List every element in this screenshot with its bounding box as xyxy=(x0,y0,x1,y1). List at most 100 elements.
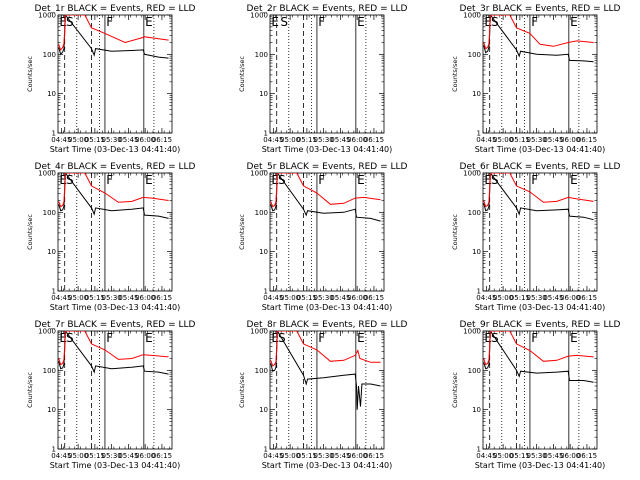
panel-title: Det_5r BLACK = Events, RED = LLD xyxy=(247,162,408,172)
plot-frame xyxy=(482,172,598,292)
x-tick-label: 06:00 xyxy=(560,452,580,460)
panel-title: Det_4r BLACK = Events, RED = LLD xyxy=(35,162,196,172)
x-tick-label: 05:15 xyxy=(85,294,105,302)
panel-7: Det_7r BLACK = Events, RED = LLD 1 10 100 10… xyxy=(26,320,196,470)
y-tick-label: 1000 xyxy=(38,170,56,178)
x-tick-label: 05:00 xyxy=(493,294,513,302)
x-tick-label: 05:45 xyxy=(330,136,350,144)
interval-marker-letter: E xyxy=(484,15,492,29)
interval-marker-letter: S xyxy=(66,331,74,345)
x-tick-label: 05:15 xyxy=(85,136,105,144)
x-tick-label: 04:45 xyxy=(263,136,283,144)
y-tick-label: 100 xyxy=(255,367,268,375)
interval-marker-letter: S xyxy=(66,15,74,29)
x-tick-label: 05:45 xyxy=(543,294,563,302)
y-tick-label: 10 xyxy=(472,248,481,256)
panel-4: Det_4r BLACK = Events, RED = LLD 1 10 100 10… xyxy=(26,162,196,312)
x-tick-label: 06:15 xyxy=(152,452,172,460)
interval-marker-letter: F xyxy=(318,173,325,187)
plot-frame xyxy=(482,330,598,450)
x-tick-label: 05:15 xyxy=(297,452,317,460)
series-line-lld xyxy=(58,173,169,208)
y-tick-label: 100 xyxy=(468,209,481,217)
interval-marker-letter: E xyxy=(145,331,153,345)
y-tick-label: 1000 xyxy=(38,328,56,336)
x-tick-label: 05:00 xyxy=(280,136,300,144)
x-tick-label: 05:30 xyxy=(314,294,334,302)
y-tick-label: 10 xyxy=(259,90,268,98)
interval-marker-letter: S xyxy=(491,15,499,29)
x-tick-label: 04:45 xyxy=(51,452,71,460)
panel-title: Det_8r BLACK = Events, RED = LLD xyxy=(247,320,408,330)
x-axis-label: Start Time (03-Dec-13 04:41:40) xyxy=(50,303,181,312)
y-tick-label: 1 xyxy=(264,446,268,454)
y-tick-label: 10 xyxy=(47,90,56,98)
interval-marker-letter: F xyxy=(106,331,113,345)
y-tick-label: 1000 xyxy=(250,328,268,336)
x-axis-label: Start Time (03-Dec-13 04:41:40) xyxy=(262,461,393,470)
x-tick-label: 05:30 xyxy=(527,136,547,144)
interval-marker-letter: E xyxy=(271,331,279,345)
y-axis-label: Counts/sec xyxy=(238,214,246,250)
y-axis-label: Counts/sec xyxy=(451,214,459,250)
interval-marker-letter: F xyxy=(531,331,538,345)
plot-frame xyxy=(269,330,385,450)
series-line-lld xyxy=(483,173,594,208)
y-tick-label: 100 xyxy=(43,51,56,59)
panel-5: Det_5r BLACK = Events, RED = LLD 1 10 100 10… xyxy=(238,162,408,312)
panel-1: Det_1r BLACK = Events, RED = LLD 1 10 100 10… xyxy=(26,4,196,154)
panel-9: Det_9r BLACK = Events, RED = LLD 1 10 100 10… xyxy=(451,320,621,470)
y-tick-label: 10 xyxy=(472,90,481,98)
y-tick-label: 10 xyxy=(47,248,56,256)
x-axis-label: Start Time (03-Dec-13 04:41:40) xyxy=(475,303,606,312)
series-line-lld xyxy=(270,173,381,208)
x-tick-label: 04:45 xyxy=(476,452,496,460)
x-tick-label: 06:15 xyxy=(364,294,384,302)
panel-title: Det_1r BLACK = Events, RED = LLD xyxy=(35,4,196,14)
y-tick-label: 10 xyxy=(259,248,268,256)
x-tick-label: 05:00 xyxy=(493,136,513,144)
y-tick-label: 10 xyxy=(472,406,481,414)
interval-marker-letter: E xyxy=(484,173,492,187)
plot-frame xyxy=(269,172,385,292)
x-tick-label: 05:45 xyxy=(543,136,563,144)
x-tick-label: 05:15 xyxy=(510,452,530,460)
interval-marker-letter: F xyxy=(318,331,325,345)
x-tick-label: 05:00 xyxy=(280,294,300,302)
interval-marker-letter: E xyxy=(59,15,67,29)
y-axis-label: Counts/sec xyxy=(26,372,34,408)
x-tick-label: 06:00 xyxy=(347,452,367,460)
series-line-lld xyxy=(483,331,594,366)
series-line-lld xyxy=(58,15,169,51)
x-tick-label: 05:15 xyxy=(510,136,530,144)
interval-marker-letter: E xyxy=(357,173,365,187)
x-tick-label: 05:30 xyxy=(102,452,122,460)
x-tick-label: 05:45 xyxy=(118,136,138,144)
interval-marker-letter: E xyxy=(570,15,578,29)
x-tick-label: 06:00 xyxy=(135,452,155,460)
plot-frame xyxy=(57,172,173,292)
plot-frame xyxy=(57,330,173,450)
series-line-events xyxy=(483,15,594,63)
panel-title: Det_2r BLACK = Events, RED = LLD xyxy=(247,4,408,14)
x-tick-label: 05:15 xyxy=(510,294,530,302)
plot-frame xyxy=(482,14,598,134)
x-tick-label: 05:15 xyxy=(85,452,105,460)
y-tick-label: 1 xyxy=(477,288,481,296)
y-tick-label: 1 xyxy=(52,446,56,454)
x-tick-label: 04:45 xyxy=(51,294,71,302)
series-line-events xyxy=(270,173,381,222)
panel-3: Det_3r BLACK = Events, RED = LLD 1 10 100 10… xyxy=(451,4,621,154)
x-tick-label: 06:00 xyxy=(135,294,155,302)
panel-title: Det_9r BLACK = Events, RED = LLD xyxy=(460,320,621,330)
x-tick-label: 05:30 xyxy=(527,294,547,302)
y-tick-label: 1000 xyxy=(250,170,268,178)
panel-8: Det_8r BLACK = Events, RED = LLD 1 10 100 10… xyxy=(238,320,408,470)
x-axis-label: Start Time (03-Dec-13 04:41:40) xyxy=(50,145,181,154)
interval-marker-letter: E xyxy=(271,173,279,187)
x-tick-label: 04:45 xyxy=(476,294,496,302)
x-axis-label: Start Time (03-Dec-13 04:41:40) xyxy=(262,145,393,154)
panel-title: Det_7r BLACK = Events, RED = LLD xyxy=(35,320,196,330)
interval-marker-letter: F xyxy=(318,15,325,29)
